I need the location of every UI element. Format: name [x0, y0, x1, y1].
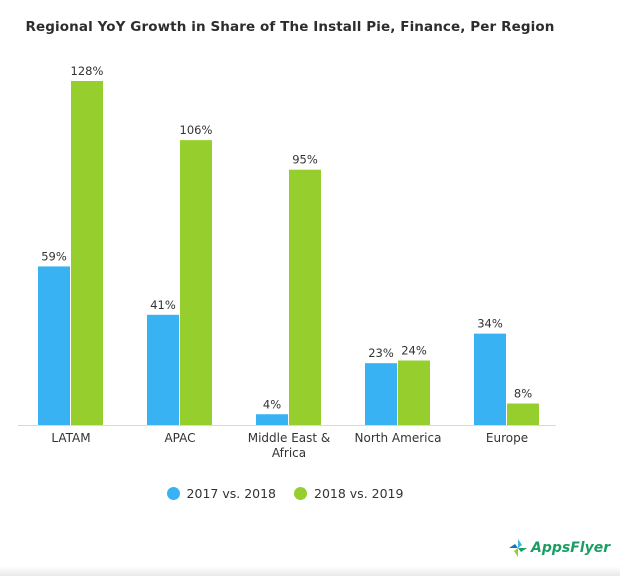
legend-item-series-2[interactable]: 2018 vs. 2019 [294, 486, 403, 501]
appsflyer-logo-text: AppsFlyer [531, 540, 611, 556]
bar-2-1 [180, 140, 212, 425]
data-label-2-1: 106% [180, 123, 213, 137]
data-label-1-1: 41% [150, 298, 176, 312]
legend-label-series-2: 2018 vs. 2019 [314, 486, 404, 501]
bar-1-1 [147, 314, 179, 425]
legend-item-series-1[interactable]: 2017 vs. 2018 [166, 486, 276, 501]
bottom-shadow [0, 566, 620, 576]
bar-2-3 [398, 360, 430, 425]
legend-label-series-1: 2017 vs. 2018 [186, 486, 276, 501]
x-tick-label-2-line-2: Africa [272, 446, 306, 460]
x-tick-label-2: Middle East & [248, 431, 331, 445]
x-tick-label-0: LATAM [51, 431, 90, 445]
bar-1-2 [256, 414, 288, 425]
data-label-1-0: 59% [41, 249, 67, 263]
legend-swatch-series-2 [294, 487, 307, 500]
bar-1-0 [38, 266, 70, 425]
data-label-2-2: 95% [292, 153, 318, 167]
bar-2-4 [507, 403, 539, 425]
legend-swatch-series-1 [166, 487, 180, 500]
bar-1-3 [365, 363, 397, 425]
bar-2-0 [71, 81, 103, 425]
data-label-2-4: 8% [514, 387, 532, 401]
x-tick-label-4: Europe [486, 431, 528, 445]
chart-legend: 2017 vs. 2018 2018 vs. 2019 [0, 486, 570, 501]
data-label-1-4: 34% [477, 317, 503, 331]
x-tick-label-3: North America [355, 431, 442, 445]
data-label-2-0: 128% [71, 64, 104, 78]
data-label-2-3: 24% [401, 344, 427, 358]
appsflyer-logo-icon [509, 539, 527, 557]
data-label-1-2: 4% [263, 397, 281, 411]
x-tick-label-1: APAC [164, 431, 195, 445]
appsflyer-logo: AppsFlyer [508, 538, 610, 558]
data-label-1-3: 23% [368, 346, 394, 360]
chart-title: Regional YoY Growth in Share of The Inst… [25, 19, 555, 35]
bar-1-4 [474, 333, 506, 425]
bar-2-2 [289, 169, 321, 425]
